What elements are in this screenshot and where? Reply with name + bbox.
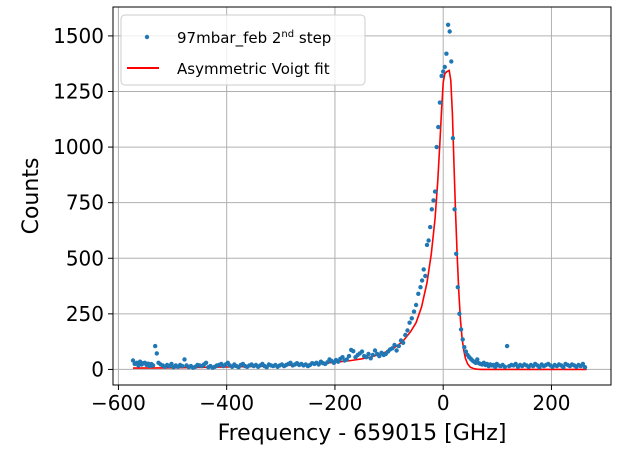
data-point (454, 251, 459, 256)
data-series (130, 22, 588, 370)
data-point (370, 352, 375, 358)
data-point (434, 144, 439, 150)
x-axis-label: Frequency - 659015 [GHz] (218, 421, 507, 446)
data-point (463, 349, 469, 354)
data-point (413, 302, 419, 308)
data-point (344, 357, 349, 362)
data-point (450, 136, 456, 141)
data-point (502, 364, 508, 369)
data-point (368, 356, 373, 361)
y-tick-label: 1500 (53, 24, 104, 48)
data-point (403, 332, 408, 338)
data-point (445, 22, 451, 27)
data-point (416, 291, 421, 296)
x-tick-label: 0 (437, 391, 450, 415)
legend-label-main: 97mbar_feb 2 (177, 29, 281, 48)
y-tick-label: 1000 (53, 135, 104, 159)
data-point (561, 365, 566, 370)
data-point (411, 309, 417, 314)
data-point (394, 348, 399, 353)
data-point (421, 267, 426, 272)
data-point (432, 189, 438, 194)
data-point (400, 340, 406, 345)
data-point (340, 355, 345, 360)
data-point (377, 353, 382, 359)
data-point (364, 355, 369, 360)
data-point (405, 328, 410, 333)
data-point (504, 343, 510, 349)
x-tick-label: −600 (91, 391, 146, 415)
data-point (180, 363, 185, 369)
data-point (429, 207, 434, 212)
y-tick-label: 0 (91, 357, 104, 381)
data-point (428, 224, 433, 230)
data-point (130, 358, 136, 363)
data-point (396, 343, 401, 349)
data-point (154, 351, 159, 356)
data-point (409, 316, 414, 321)
data-point (439, 73, 444, 79)
data-point (366, 351, 371, 357)
data-point (419, 278, 425, 283)
legend-label-fit: Asymmetric Voigt fit (177, 60, 330, 78)
data-point (475, 357, 480, 362)
data-point (437, 100, 443, 105)
data-point (426, 238, 431, 243)
plot-frame (112, 6, 612, 386)
data-point (203, 360, 209, 365)
y-tick-label: 1250 (53, 79, 104, 103)
data-point (431, 198, 436, 203)
data-point (580, 361, 586, 367)
data-point (418, 285, 423, 290)
data-point (457, 311, 462, 316)
x-tick-label: 200 (532, 391, 570, 415)
data-point (423, 273, 428, 279)
fit-line (132, 69, 587, 371)
legend-label-data: 97mbar_feb 2nd step (177, 29, 331, 48)
data-point (436, 124, 441, 130)
data-point (452, 207, 457, 212)
data-point (458, 327, 464, 332)
data-point (182, 357, 187, 362)
data-point (447, 29, 452, 34)
data-point (169, 361, 174, 367)
data-point (372, 348, 378, 353)
axis-ticks: −600 −400 −200 0 200 0 250 500 750 1000 1250 1500 (53, 24, 570, 415)
y-axis-label: Counts (19, 158, 44, 235)
data-point (351, 349, 356, 354)
legend-box (120, 14, 366, 86)
data-point (407, 320, 412, 325)
y-tick-label: 750 (66, 191, 104, 215)
x-tick-label: −400 (199, 391, 254, 415)
x-tick-label: −200 (307, 391, 362, 415)
data-point (136, 363, 141, 368)
fit-series (132, 69, 587, 371)
y-tick-label: 500 (66, 246, 104, 270)
legend: 97mbar_feb 2nd step Asymmetric Voigt fit (120, 14, 366, 86)
data-point (473, 360, 478, 365)
legend-label-superscript: nd (281, 29, 294, 40)
data-point (449, 59, 454, 64)
data-point (444, 51, 449, 56)
data-point (150, 363, 156, 368)
data-point (153, 343, 158, 349)
data-point (424, 242, 430, 248)
data-point (442, 64, 447, 70)
data-point (392, 342, 397, 348)
data-point (346, 353, 352, 359)
legend-marker-data (144, 34, 150, 40)
legend-label-suffix: step (294, 29, 331, 47)
data-point (359, 349, 365, 354)
data-point (390, 346, 395, 351)
data-point (460, 337, 465, 342)
y-tick-label: 250 (66, 302, 104, 326)
data-point (462, 345, 467, 350)
data-point (455, 285, 460, 290)
data-point (582, 365, 588, 370)
data-point (441, 69, 446, 74)
